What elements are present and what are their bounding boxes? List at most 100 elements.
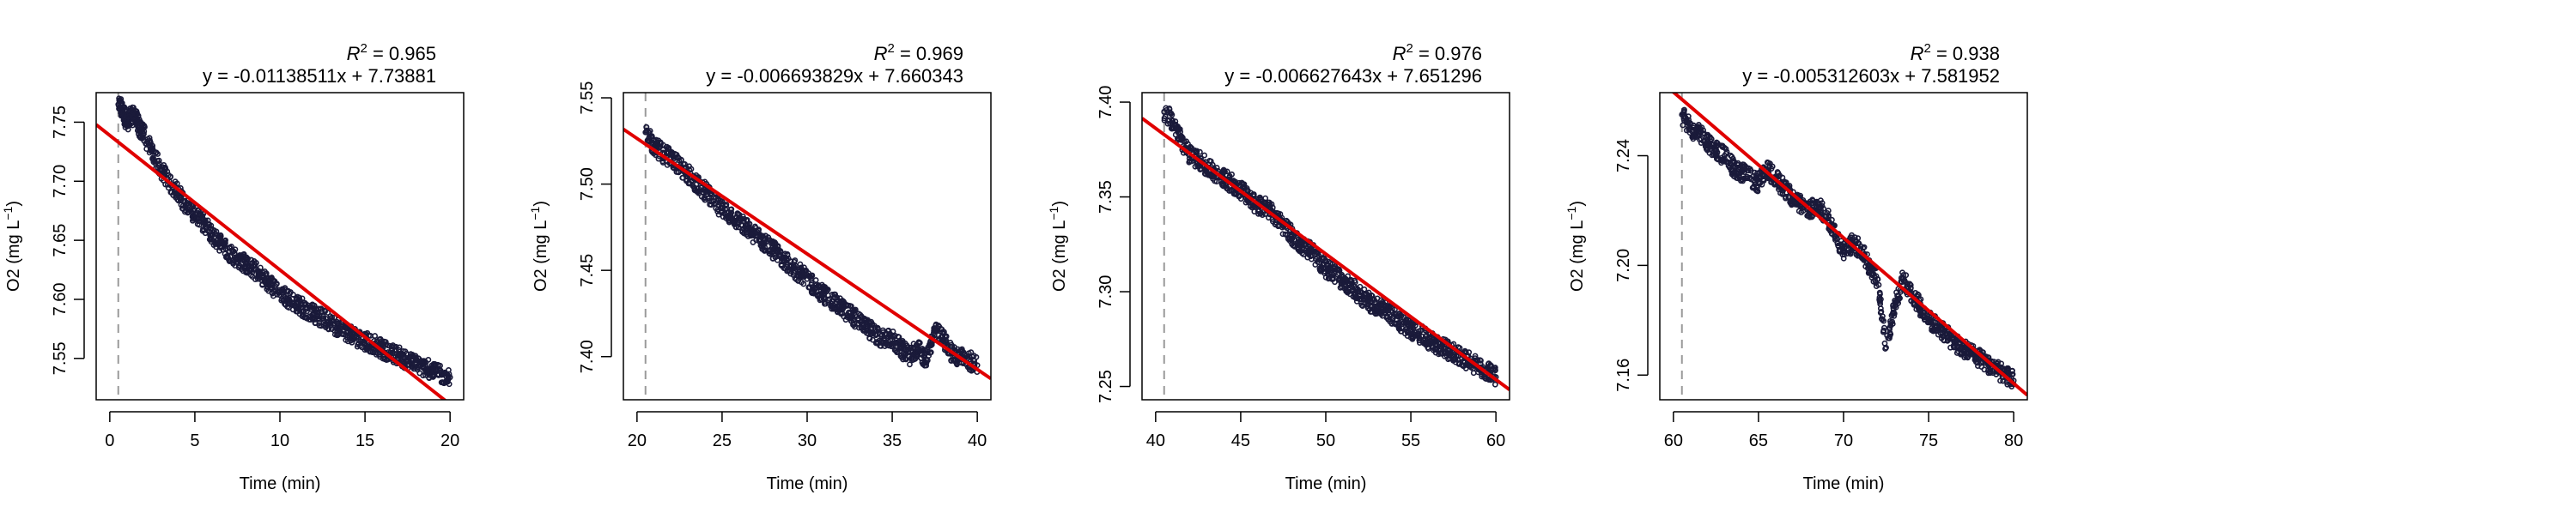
data-point bbox=[217, 243, 224, 250]
y-tick-label: 7.45 bbox=[578, 254, 597, 287]
data-point bbox=[372, 333, 379, 339]
data-point bbox=[889, 340, 896, 347]
data-point bbox=[383, 357, 390, 364]
data-point bbox=[966, 366, 973, 373]
r-squared-label: R2 = 0.938 bbox=[1911, 41, 2000, 64]
data-point bbox=[446, 381, 453, 388]
data-point bbox=[940, 330, 947, 337]
data-point bbox=[228, 244, 234, 250]
data-point bbox=[237, 263, 243, 269]
data-point bbox=[1714, 142, 1721, 148]
chart-panel-4: 60 65 70 75 80 7.16 7.20 7.24 Time (min) O2 (mg L… bbox=[1564, 41, 2028, 493]
data-point bbox=[890, 334, 897, 341]
data-point bbox=[1849, 234, 1856, 241]
data-point bbox=[1250, 203, 1257, 210]
y-axis-label-main: O2 bbox=[1050, 269, 1069, 292]
data-point bbox=[762, 244, 769, 250]
data-point bbox=[1930, 318, 1937, 325]
data-point bbox=[1818, 207, 1825, 214]
data-point bbox=[1707, 138, 1714, 145]
data-point bbox=[1740, 161, 1747, 168]
data-point bbox=[1860, 244, 1867, 251]
regression-line bbox=[623, 127, 991, 381]
data-point bbox=[1978, 364, 1985, 370]
data-point bbox=[1881, 324, 1887, 331]
r-squared-value: = 0.938 bbox=[1931, 43, 2000, 64]
data-point bbox=[1985, 354, 1992, 361]
y-tick-label: 7.40 bbox=[1097, 86, 1115, 119]
data-point bbox=[416, 370, 423, 377]
data-point bbox=[325, 310, 331, 316]
data-point bbox=[1209, 161, 1216, 168]
data-point bbox=[185, 208, 192, 215]
data-point bbox=[204, 220, 211, 227]
data-point bbox=[792, 257, 799, 263]
data-point bbox=[1334, 265, 1340, 272]
data-point bbox=[1894, 293, 1900, 299]
data-point bbox=[1485, 361, 1492, 367]
y-tick-label: 7.20 bbox=[1614, 249, 1633, 282]
data-point bbox=[643, 124, 650, 130]
data-point bbox=[1888, 312, 1895, 319]
data-point bbox=[409, 364, 416, 370]
data-point bbox=[1886, 333, 1893, 340]
y-axis-label-exponent: −1 bbox=[1564, 206, 1578, 220]
x-axis-label: Time (min) bbox=[767, 474, 848, 493]
data-point bbox=[1319, 256, 1326, 263]
data-point bbox=[1834, 236, 1840, 243]
y-tick-label: 7.16 bbox=[1614, 359, 1633, 392]
data-point bbox=[943, 337, 949, 343]
data-point bbox=[118, 98, 124, 105]
data-point bbox=[1997, 364, 2004, 371]
data-point bbox=[1392, 306, 1398, 313]
data-point bbox=[295, 300, 301, 307]
data-point bbox=[125, 126, 131, 133]
data-point bbox=[839, 298, 846, 305]
data-point bbox=[354, 343, 361, 350]
data-point bbox=[120, 105, 127, 112]
data-point bbox=[1243, 187, 1250, 193]
data-point bbox=[429, 374, 436, 380]
data-point bbox=[269, 289, 276, 296]
data-point bbox=[1891, 312, 1898, 319]
x-tick-label: 50 bbox=[1316, 431, 1335, 450]
y-axis-label-exponent: −1 bbox=[1, 206, 15, 220]
data-point bbox=[1997, 377, 2003, 384]
data-point bbox=[1855, 235, 1862, 242]
data-point bbox=[347, 329, 354, 335]
data-point bbox=[727, 206, 734, 213]
data-point bbox=[299, 295, 306, 302]
data-point bbox=[1907, 281, 1914, 288]
data-point bbox=[1257, 196, 1264, 203]
data-point bbox=[141, 128, 148, 135]
data-point bbox=[388, 343, 395, 350]
data-point bbox=[1230, 178, 1236, 184]
x-tick-label: 65 bbox=[1749, 431, 1768, 450]
data-point bbox=[222, 238, 228, 244]
plot-frame bbox=[623, 92, 992, 401]
r-squared-value: = 0.965 bbox=[368, 43, 436, 64]
data-point bbox=[2004, 381, 2011, 388]
data-point bbox=[1405, 317, 1412, 323]
data-point bbox=[1894, 298, 1901, 305]
data-point bbox=[647, 128, 653, 134]
data-point bbox=[141, 138, 148, 144]
data-point bbox=[1879, 317, 1886, 323]
data-point bbox=[1172, 118, 1179, 124]
data-point bbox=[912, 356, 919, 362]
data-point bbox=[872, 340, 879, 347]
data-point bbox=[302, 301, 309, 308]
data-point bbox=[1224, 168, 1230, 175]
x-tick-label: 30 bbox=[798, 431, 817, 450]
data-point bbox=[1897, 288, 1904, 295]
data-point bbox=[147, 137, 154, 144]
data-point bbox=[1704, 145, 1711, 152]
data-point bbox=[1223, 182, 1230, 189]
data-point bbox=[1729, 155, 1736, 162]
data-point bbox=[286, 305, 292, 311]
data-point bbox=[824, 292, 831, 299]
data-point bbox=[668, 149, 675, 156]
r-squared-value: = 0.976 bbox=[1413, 43, 1482, 64]
data-point bbox=[903, 348, 909, 355]
data-point bbox=[885, 327, 892, 334]
